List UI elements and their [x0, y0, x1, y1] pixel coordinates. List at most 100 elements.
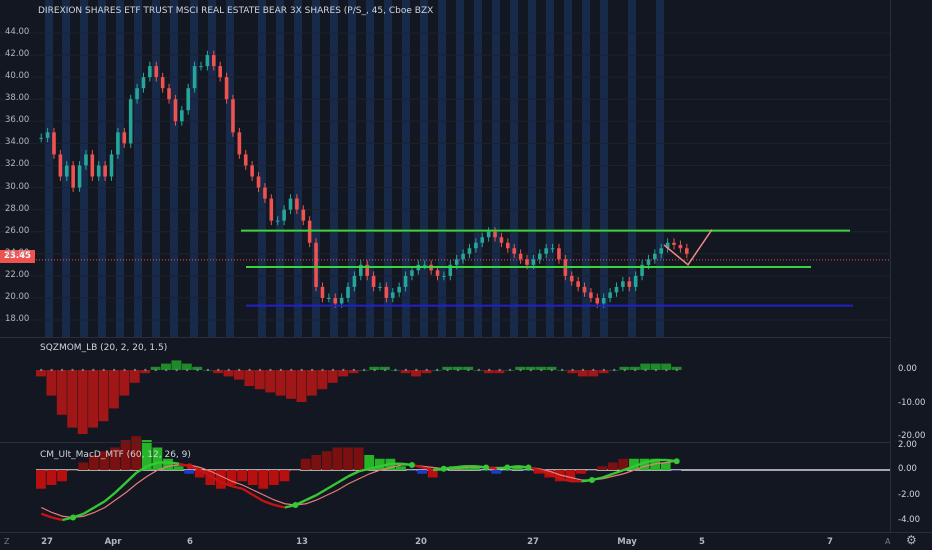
- sqz-bar: [348, 370, 359, 374]
- candle-body: [569, 275, 574, 282]
- session-band: [384, 0, 392, 337]
- candle-body: [685, 248, 689, 254]
- macd-cross-dot: [186, 463, 193, 470]
- sqz-dot: [144, 368, 147, 372]
- sqz-dot: [71, 368, 74, 372]
- time-tick: 27: [41, 537, 53, 547]
- macd-hist-bar: [163, 458, 173, 470]
- candle-body: [320, 286, 325, 298]
- sqz-dot: [550, 368, 553, 372]
- price-tick: 26.00: [5, 225, 30, 236]
- sqz-dot: [81, 368, 85, 372]
- macd-hist-bar: [597, 466, 608, 470]
- macd-line-seg: [40, 512, 53, 519]
- session-band: [402, 0, 410, 337]
- candle-body: [518, 253, 523, 260]
- time-tick: 13: [296, 537, 308, 547]
- candle-body: [192, 66, 197, 89]
- candle-body: [71, 165, 75, 188]
- sqz-bar: [588, 370, 599, 377]
- price-tick: 44.00: [5, 27, 30, 37]
- price-candles: [39, 50, 689, 308]
- session-band: [152, 0, 160, 337]
- macd-hist-bar: [629, 458, 639, 470]
- sqz-dot: [279, 368, 283, 372]
- candle-body: [128, 99, 133, 144]
- sqz-bar: [161, 363, 171, 370]
- candle-body: [653, 253, 657, 260]
- candle-body: [173, 99, 178, 122]
- gear-icon[interactable]: ⚙: [906, 533, 917, 547]
- candle-body: [582, 286, 587, 293]
- macd-cross-dot: [588, 477, 595, 483]
- candle-body: [352, 275, 357, 287]
- sqz-dot: [123, 368, 126, 372]
- sqz-bar: [275, 370, 286, 396]
- sqz-dot: [467, 368, 470, 372]
- candle-body: [52, 132, 56, 155]
- sqz-bar: [650, 363, 661, 370]
- sqz-dot: [352, 368, 355, 372]
- session-band: [438, 0, 446, 337]
- sqz-dot: [488, 368, 491, 372]
- sqz-dot: [248, 368, 251, 372]
- candle-body: [633, 275, 638, 287]
- candle-body: [480, 237, 485, 243]
- sqz-dot: [133, 368, 137, 372]
- sqz-bar: [577, 370, 588, 377]
- sqz-bar: [619, 366, 630, 370]
- sqz-dot: [529, 368, 533, 372]
- macd-line-seg: [559, 477, 572, 483]
- sqz-dot: [102, 368, 105, 372]
- sqz-dot: [321, 368, 324, 372]
- candle-body: [122, 132, 127, 144]
- sqz-bar: [88, 370, 99, 428]
- macd-line-seg: [358, 467, 370, 473]
- zoom-toggle-z[interactable]: Z: [4, 537, 10, 546]
- sqz-dot: [269, 368, 272, 372]
- sqz-dot: [383, 368, 387, 372]
- session-band: [294, 0, 302, 337]
- macd-line-seg: [263, 500, 275, 507]
- candle-body: [410, 270, 414, 276]
- candle-body: [557, 248, 561, 260]
- candle-body: [154, 66, 159, 78]
- sqz-dot: [258, 368, 262, 372]
- sqz-bar: [567, 370, 578, 374]
- session-band: [456, 0, 464, 337]
- macd-line-seg: [612, 468, 625, 475]
- macd-hist-bar: [268, 470, 279, 485]
- candle-body: [295, 198, 299, 210]
- sqz-dot: [227, 368, 230, 372]
- session-band: [80, 0, 88, 337]
- sqz-bar: [494, 370, 505, 374]
- candle-body: [186, 88, 191, 111]
- candle-body: [448, 264, 453, 276]
- macd-hist-bar: [554, 470, 565, 482]
- candle-body: [307, 220, 312, 243]
- candle-body: [550, 248, 555, 250]
- session-band: [208, 0, 216, 337]
- sqz-dot: [373, 368, 376, 372]
- macd-line-seg: [305, 493, 318, 502]
- macd-signal-line: [41, 460, 677, 519]
- sqz-dot: [342, 368, 345, 372]
- macd-hist-bar: [205, 470, 216, 485]
- macd-line-seg: [168, 461, 180, 465]
- session-band: [330, 0, 338, 337]
- macd-label[interactable]: CM_Ult_MacD_MTF (60, 12, 26, 9): [40, 450, 191, 460]
- sqz-dot: [154, 368, 158, 372]
- macd-hist-bar: [374, 458, 385, 470]
- sqzmom-label[interactable]: SQZMOM_LB (20, 2, 20, 1.5): [40, 343, 168, 353]
- macd-hist-bar: [576, 470, 586, 474]
- sqz-dot: [623, 368, 626, 372]
- sqz-dot: [560, 368, 564, 372]
- sqz-dot: [519, 368, 522, 372]
- sqz-bar: [400, 370, 411, 374]
- candle-body: [237, 132, 242, 155]
- candle-body: [45, 132, 50, 138]
- auto-scale-a[interactable]: A: [885, 537, 891, 546]
- macd-hist-bar: [36, 470, 46, 489]
- time-tick: 7: [827, 537, 833, 547]
